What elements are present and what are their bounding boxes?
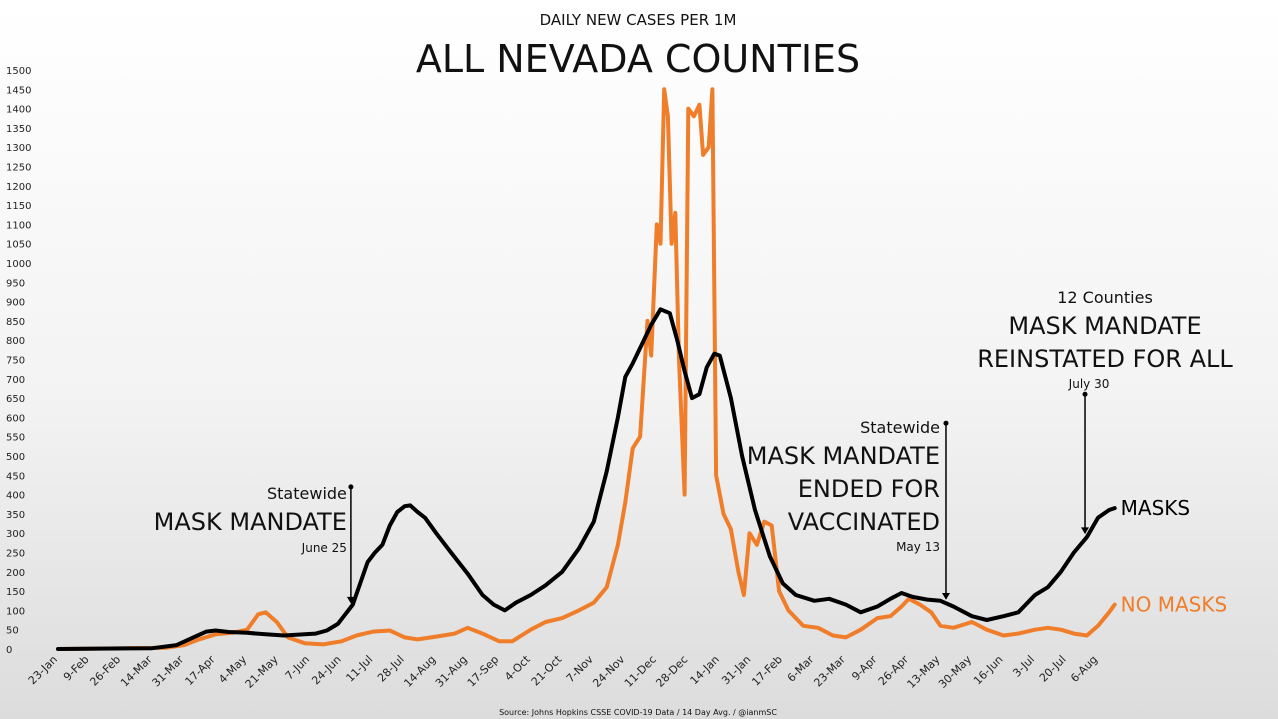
y-tick-label: 950 bbox=[6, 278, 25, 289]
x-tick-label: 23-Mar bbox=[811, 653, 848, 690]
y-axis: 0 50 100 150 200 250 300 350 400 450 500 550 600 650 7… bbox=[6, 66, 31, 656]
series-lines bbox=[56, 87, 1117, 651]
annotation-arrowhead bbox=[346, 596, 355, 604]
y-tick-label: 150 bbox=[6, 587, 25, 598]
x-tick-label: 20-Jul bbox=[1037, 653, 1069, 685]
chart-subtitle: DAILY NEW CASES PER 1M bbox=[540, 11, 737, 29]
x-tick-label: 17-Feb bbox=[749, 653, 785, 689]
x-tick-label: 3-Jul bbox=[1010, 653, 1037, 680]
y-tick-label: 350 bbox=[6, 510, 25, 521]
x-tick-label: 6-Aug bbox=[1068, 653, 1100, 685]
y-tick-label: 500 bbox=[6, 452, 25, 463]
y-tick-label: 1450 bbox=[6, 85, 31, 96]
x-tick-label: 23-Jan bbox=[26, 653, 60, 687]
y-tick-label: 1050 bbox=[6, 240, 31, 251]
x-tick-label: 11-Jul bbox=[344, 653, 376, 685]
annotation-date-label: July 30 bbox=[1068, 377, 1110, 391]
y-tick-label: 1350 bbox=[6, 124, 31, 135]
x-tick-label: 13-May bbox=[905, 653, 943, 691]
x-tick-label: 14-Mar bbox=[118, 653, 155, 690]
x-tick-label: 31-Aug bbox=[433, 653, 470, 690]
x-tick-label: 24-Jun bbox=[309, 653, 344, 688]
x-tick-label: 30-May bbox=[936, 653, 974, 691]
y-tick-label: 1300 bbox=[6, 143, 31, 154]
x-tick-label: 24-Nov bbox=[590, 653, 627, 690]
y-tick-label: 1200 bbox=[6, 182, 31, 193]
y-tick-label: 1400 bbox=[6, 105, 31, 116]
x-tick-label: 31-Jan bbox=[719, 653, 753, 687]
annotation-date-label: May 13 bbox=[896, 540, 940, 554]
annotation-label-big: MASK MANDATE bbox=[154, 508, 347, 536]
x-tick-label: 26-Feb bbox=[87, 653, 123, 689]
y-tick-label: 450 bbox=[6, 471, 25, 482]
x-tick-label: 21-May bbox=[243, 653, 281, 691]
y-tick-label: 850 bbox=[6, 317, 25, 328]
x-tick-label: 28-Dec bbox=[653, 653, 690, 690]
annotation-label-big: REINSTATED FOR ALL bbox=[977, 345, 1233, 373]
chart-title: ALL NEVADA COUNTIES bbox=[416, 37, 860, 81]
y-tick-label: 300 bbox=[6, 529, 25, 540]
y-tick-label: 1000 bbox=[6, 259, 31, 270]
annotation-arrowhead bbox=[1081, 527, 1090, 534]
series-line-masks bbox=[56, 307, 1117, 651]
annotation-dot bbox=[1082, 391, 1088, 397]
y-tick-label: 1100 bbox=[6, 220, 31, 231]
x-tick-label: 14-Aug bbox=[401, 653, 438, 690]
y-tick-label: 250 bbox=[6, 549, 25, 560]
y-tick-label: 1500 bbox=[6, 66, 31, 77]
annotation-dot bbox=[943, 420, 949, 426]
x-tick-label: 21-Oct bbox=[529, 652, 565, 688]
annotation-label-big: MASK MANDATE bbox=[1008, 312, 1201, 340]
y-tick-label: 750 bbox=[6, 356, 25, 367]
annotation-label-small: Statewide bbox=[860, 418, 940, 437]
y-tick-label: 650 bbox=[6, 394, 25, 405]
annotation-label-small: 12 Counties bbox=[1057, 288, 1153, 307]
series-label-masks: MASKS bbox=[1121, 496, 1190, 520]
y-tick-label: 1250 bbox=[6, 163, 31, 174]
annotation-date-label: June 25 bbox=[301, 541, 347, 555]
y-tick-label: 550 bbox=[6, 433, 25, 444]
y-tick-label: 100 bbox=[6, 606, 25, 617]
x-tick-label: 17-Apr bbox=[183, 653, 219, 689]
annotations: Statewide MASK MANDATE June 25 Statewide MAS… bbox=[154, 288, 1233, 604]
series-line-no-masks bbox=[56, 87, 1117, 651]
y-tick-label: 50 bbox=[6, 626, 19, 637]
annotation-arrowhead bbox=[941, 593, 950, 600]
y-tick-label: 800 bbox=[6, 336, 25, 347]
annotation-label-big: ENDED FOR bbox=[798, 475, 940, 503]
series-labels: MASKS NO MASKS bbox=[1121, 496, 1228, 617]
annotation-label-small: Statewide bbox=[267, 484, 347, 503]
x-tick-label: 11-Dec bbox=[622, 653, 659, 690]
annotation-dot bbox=[348, 484, 354, 490]
annotation-label-big: VACCINATED bbox=[788, 508, 940, 536]
source-note: Source: Johns Hopkins CSSE COVID-19 Data… bbox=[499, 708, 777, 717]
x-tick-label: 7-Jun bbox=[283, 653, 313, 683]
x-tick-label: 16-Jun bbox=[971, 653, 1006, 688]
x-axis: 23-Jan 9-Feb26-Feb14-Mar31-Mar17-Apr4-May… bbox=[26, 652, 1100, 690]
y-tick-label: 600 bbox=[6, 413, 25, 424]
x-tick-label: 17-Sep bbox=[465, 653, 502, 690]
y-tick-label: 700 bbox=[6, 375, 25, 386]
y-tick-label: 400 bbox=[6, 491, 25, 502]
series-label-no-masks: NO MASKS bbox=[1121, 593, 1228, 617]
y-tick-label: 0 bbox=[6, 645, 12, 656]
y-tick-label: 900 bbox=[6, 298, 25, 309]
annotation-label-big: MASK MANDATE bbox=[747, 442, 940, 470]
x-tick-label: 31-Mar bbox=[150, 653, 187, 690]
x-tick-label: 14-Jan bbox=[688, 653, 722, 687]
y-tick-label: 200 bbox=[6, 568, 25, 579]
y-tick-label: 1150 bbox=[6, 201, 31, 212]
